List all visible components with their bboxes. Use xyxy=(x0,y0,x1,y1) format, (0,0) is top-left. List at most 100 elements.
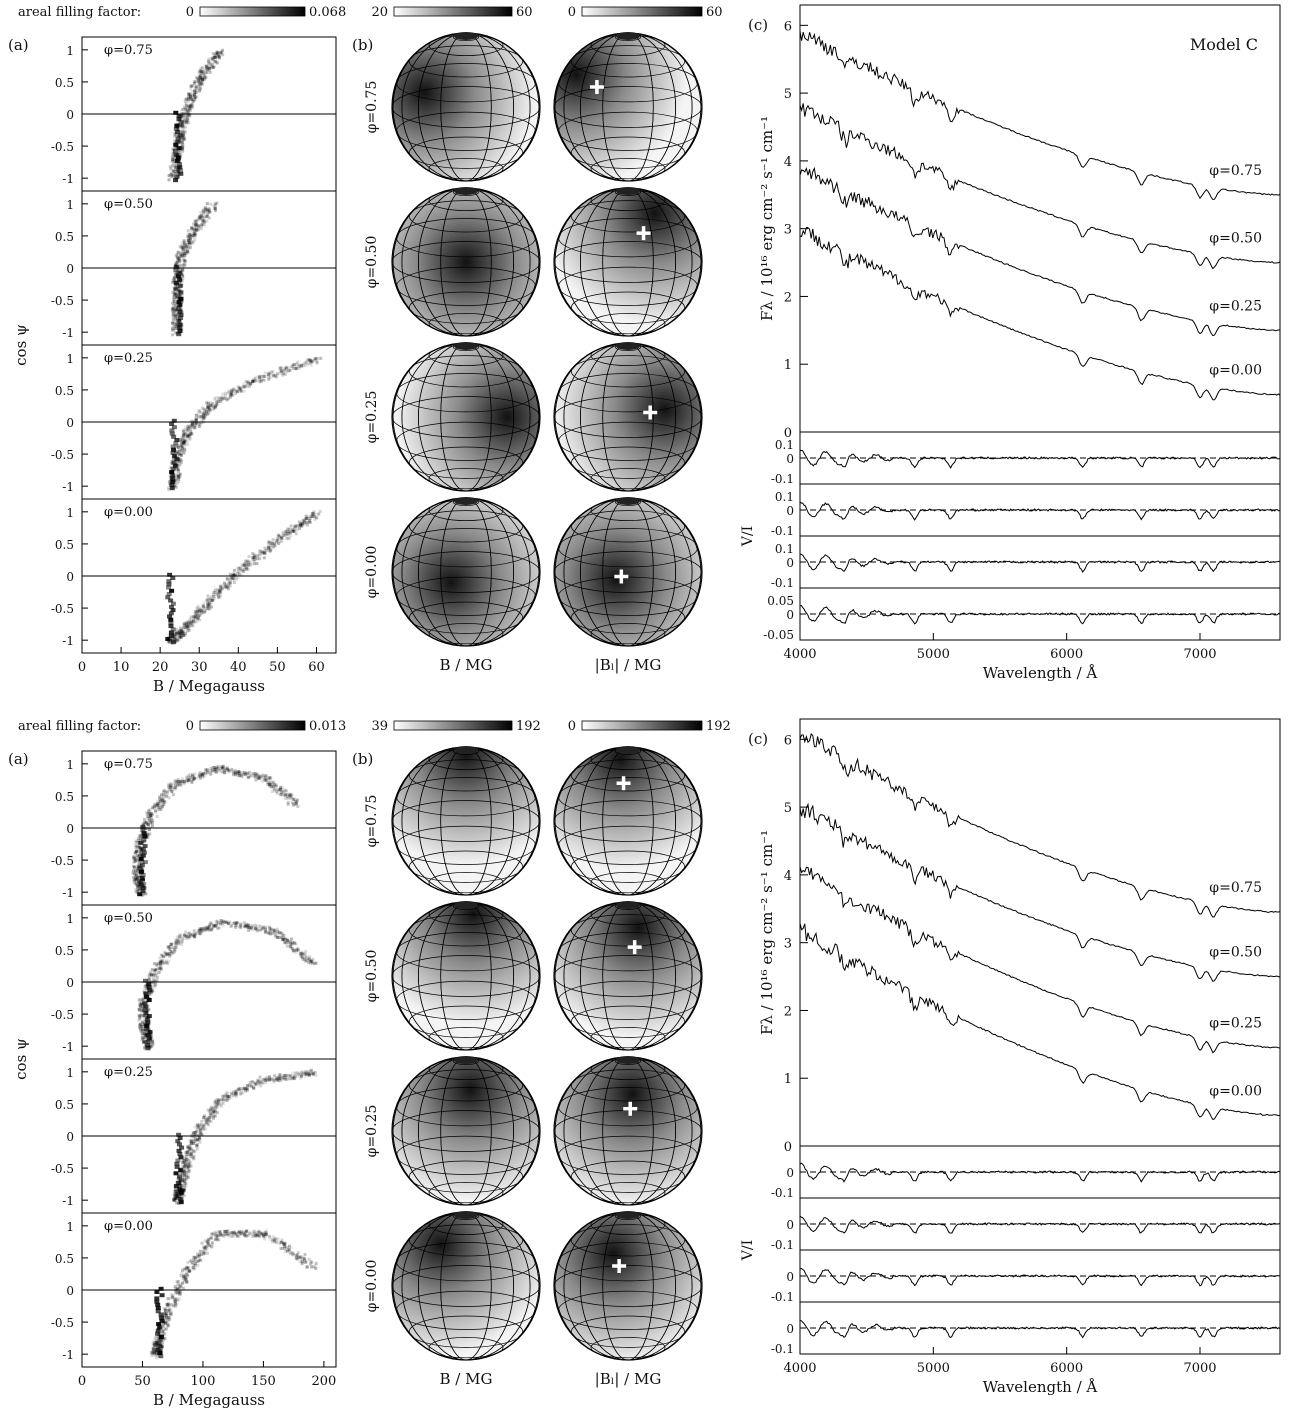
y-tick-label: 3 xyxy=(784,937,792,952)
heatmap-cell xyxy=(155,963,159,967)
panel-tag-a: (a) xyxy=(8,750,29,768)
heatmap-cell xyxy=(212,1106,216,1110)
heatmap-cell xyxy=(198,1258,201,1262)
heatmap-cell xyxy=(263,1231,267,1235)
heatmap-cell xyxy=(154,968,158,972)
heatmap-cell xyxy=(203,408,207,412)
heatmap-cell xyxy=(238,386,242,390)
heatmap-cell xyxy=(237,1230,241,1234)
heatmap-cell xyxy=(181,247,185,251)
heatmap-cell xyxy=(133,872,136,876)
heatmap-cell xyxy=(150,1034,153,1038)
heatmap-cell xyxy=(207,1238,211,1242)
y-tick-label: -1 xyxy=(62,886,74,900)
heatmap-cell xyxy=(255,772,259,776)
heatmap-cell xyxy=(177,942,181,946)
heatmap-cell xyxy=(142,995,146,999)
heatmap-cell xyxy=(180,148,184,151)
heatmap-cell xyxy=(199,81,203,85)
heatmap-cell xyxy=(144,892,148,896)
heatmap-cell xyxy=(282,1242,286,1246)
heatmap-cell xyxy=(181,629,185,633)
heatmap-cell xyxy=(298,953,302,957)
heatmap-cell xyxy=(207,68,211,72)
heatmap-cell xyxy=(174,165,178,169)
latitude-line xyxy=(570,355,686,388)
heatmap-cell xyxy=(173,788,177,792)
heatmap-cell xyxy=(166,1297,170,1301)
heatmap-cell xyxy=(177,126,181,130)
heatmap-cell xyxy=(146,1008,150,1012)
latitude-line xyxy=(558,1290,698,1330)
heatmap-cell xyxy=(150,973,153,977)
heatmap-cell xyxy=(243,924,247,928)
heatmap-cell xyxy=(244,773,248,777)
heatmap-cell xyxy=(180,143,184,147)
heatmap-cell xyxy=(200,66,204,70)
y-tick-label: 1 xyxy=(66,758,74,772)
figure-bottom: areal filling factor: 0 0.013 39 192 0 192(a) φ… xyxy=(8,718,1281,1409)
heatmap-cell xyxy=(143,1014,147,1018)
heatmap-cell xyxy=(167,174,171,177)
heatmap-cell xyxy=(245,924,249,928)
heatmap-cell xyxy=(164,1314,168,1318)
heatmap-cell xyxy=(195,90,199,94)
heatmap-cell xyxy=(204,215,208,219)
heatmap-cell xyxy=(162,961,166,965)
heatmap-cell xyxy=(292,949,296,953)
heatmap-cell xyxy=(206,602,210,606)
heatmap-cell xyxy=(253,1231,257,1235)
heatmap-cell xyxy=(301,363,305,367)
heatmap-cell xyxy=(290,946,294,950)
sphere-longitudinal-map xyxy=(553,1055,703,1206)
heatmap-cell xyxy=(173,1171,179,1176)
heatmap-cell xyxy=(210,1232,214,1236)
heatmap-cell xyxy=(161,1330,165,1334)
y-tick-label: 0.5 xyxy=(55,1098,74,1112)
heatmap-cell xyxy=(159,1318,165,1323)
heatmap-cell xyxy=(180,436,184,440)
heatmap-cell xyxy=(292,948,296,952)
heatmap-cell xyxy=(181,241,185,245)
heatmap-cell xyxy=(301,953,305,957)
heatmap-cell xyxy=(154,1353,158,1357)
latitude-line xyxy=(553,396,703,438)
colorbar-gradient xyxy=(393,720,513,731)
heatmap-cell xyxy=(220,398,224,402)
panel-tag-c: (c) xyxy=(748,16,768,34)
latitude-line xyxy=(396,825,536,865)
heatmap-cell xyxy=(307,1072,311,1076)
heatmap-cell xyxy=(209,1236,213,1240)
latitude-line xyxy=(570,1160,686,1193)
heatmap-cell xyxy=(317,512,321,516)
heatmap-cell xyxy=(213,925,217,928)
heatmap-cell xyxy=(189,615,193,619)
y-tick-label: 4 xyxy=(784,869,792,884)
heatmap-cell xyxy=(183,264,186,268)
heatmap-cell xyxy=(184,1154,188,1158)
heatmap-cell xyxy=(172,314,176,318)
heatmap-cell xyxy=(243,1233,247,1236)
heatmap-cell xyxy=(153,1351,157,1355)
heatmap-cell xyxy=(159,963,163,967)
heatmap-cell xyxy=(221,1097,225,1101)
heatmap-cell xyxy=(271,370,275,374)
heatmap-cell xyxy=(285,537,289,540)
heatmap-cell xyxy=(200,418,204,422)
heatmap-cell xyxy=(198,929,202,932)
heatmap-cell xyxy=(181,265,185,269)
heatmap-cell xyxy=(208,770,212,774)
heatmap-cell xyxy=(278,370,282,374)
heatmap-cell xyxy=(191,102,195,106)
heatmap-cell xyxy=(198,607,202,611)
heatmap-cell xyxy=(232,573,235,577)
latitude-line xyxy=(428,468,504,490)
heatmap-cell xyxy=(140,824,146,829)
heatmap-cell xyxy=(136,840,140,844)
heatmap-cell xyxy=(175,1287,179,1291)
heatmap-cell xyxy=(212,766,216,769)
heatmap-cell xyxy=(257,552,261,556)
heatmap-cell xyxy=(206,607,210,611)
latitude-line xyxy=(570,1069,686,1102)
heatmap-cell xyxy=(217,593,221,597)
